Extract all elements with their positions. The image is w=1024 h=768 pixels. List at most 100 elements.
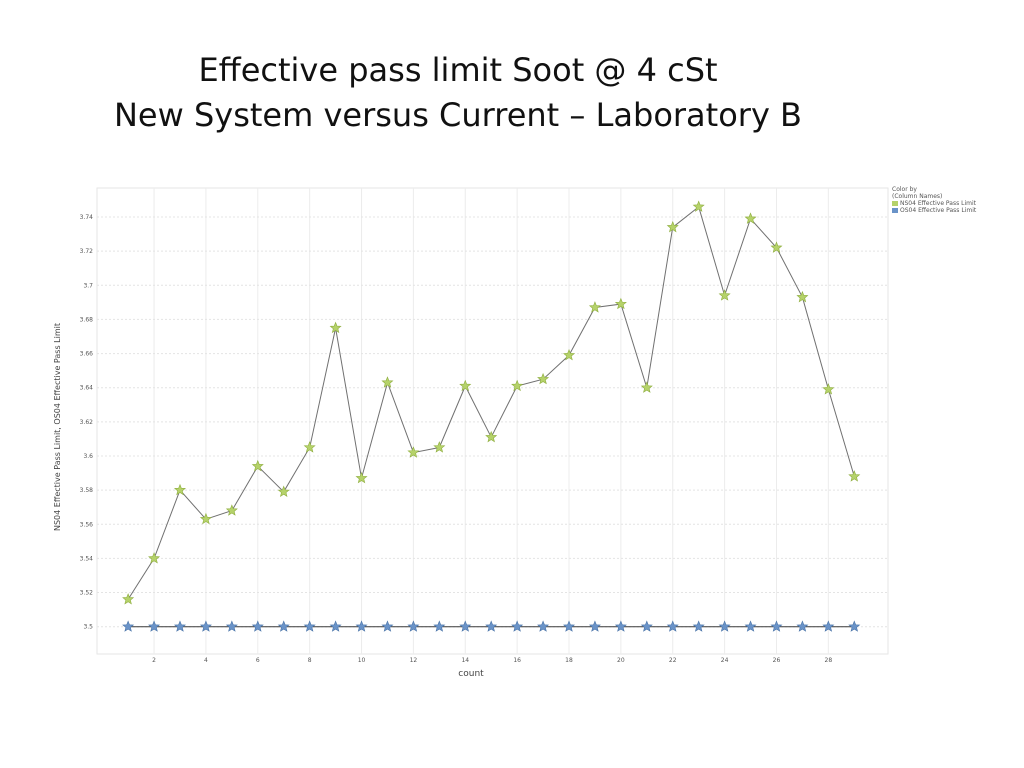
- y-tick-label: 3.52: [80, 590, 94, 597]
- data-point-os04: [122, 620, 135, 632]
- data-point-ns04: [407, 446, 420, 458]
- data-point-os04: [485, 620, 498, 632]
- chart-legend: Color by (Column Names) NS04 Effective P…: [892, 186, 976, 214]
- data-point-ns04: [666, 220, 679, 233]
- data-point-ns04: [355, 471, 368, 484]
- data-point-os04: [407, 620, 420, 632]
- data-point-os04: [537, 620, 550, 632]
- y-tick-label: 3.66: [80, 351, 94, 358]
- data-point-ns04: [173, 483, 186, 496]
- data-point-os04: [563, 620, 576, 632]
- data-point-ns04: [485, 430, 498, 443]
- slide-title-line-1: Effective pass limit Soot @ 4 cSt: [198, 51, 718, 89]
- legend-subheading: (Column Names): [892, 193, 943, 200]
- data-point-os04: [822, 620, 835, 632]
- data-point-ns04: [614, 297, 627, 310]
- data-point-ns04: [718, 289, 731, 301]
- y-tick-label: 3.68: [80, 316, 94, 323]
- data-point-ns04: [822, 383, 835, 395]
- y-tick-label: 3.64: [80, 385, 94, 392]
- x-tick-label: 28: [825, 657, 833, 664]
- data-point-ns04: [277, 485, 290, 497]
- data-point-os04: [459, 620, 472, 632]
- legend-item-os04[interactable]: OS04 Effective Pass Limit: [892, 207, 976, 214]
- data-point-os04: [148, 620, 161, 632]
- data-point-ns04: [537, 372, 550, 385]
- data-point-os04: [303, 620, 316, 632]
- legend-item-ns04[interactable]: NS04 Effective Pass Limit: [892, 200, 976, 207]
- legend-swatch-os04: [892, 208, 898, 213]
- y-tick-label: 3.54: [80, 555, 94, 562]
- legend-swatch-ns04: [892, 201, 898, 206]
- y-tick-label: 3.6: [83, 453, 93, 460]
- x-tick-label: 24: [721, 657, 729, 664]
- y-axis-label: NS04 Effective Pass Limit, OS04 Effectiv…: [53, 323, 62, 531]
- legend-label-os04: OS04 Effective Pass Limit: [900, 207, 977, 214]
- x-tick-label: 14: [461, 657, 469, 664]
- y-tick-labels: 3.5 3.52 3.54 3.56 3.58 3.6 3.62 3.64 3.66 3.68 3.…: [80, 214, 94, 631]
- data-point-os04: [199, 620, 212, 632]
- x-tick-label: 26: [773, 657, 781, 664]
- x-tick-label: 22: [669, 657, 677, 664]
- data-point-os04: [329, 620, 342, 632]
- y-tick-label: 3.58: [80, 487, 94, 494]
- data-point-os04: [277, 620, 290, 632]
- data-point-os04: [614, 620, 627, 632]
- data-point-os04: [692, 620, 705, 632]
- x-tick-label: 4: [204, 657, 208, 664]
- data-point-ns04: [225, 504, 238, 516]
- data-point-ns04: [122, 593, 135, 605]
- data-point-os04: [433, 620, 446, 632]
- y-tick-label: 3.72: [80, 248, 94, 255]
- data-point-ns04: [251, 459, 264, 472]
- data-point-os04: [640, 620, 653, 632]
- data-point-ns04: [796, 290, 809, 303]
- x-tick-label: 10: [358, 657, 366, 664]
- data-point-ns04: [588, 301, 601, 313]
- data-point-ns04: [303, 441, 316, 453]
- x-tick-label: 12: [410, 657, 418, 664]
- data-point-ns04: [433, 441, 446, 453]
- data-point-os04: [796, 620, 809, 632]
- x-tick-labels: 2 4 6 8 10 12 14 16 18 20 22 24 26 28: [152, 657, 832, 664]
- data-point-ns04: [459, 379, 472, 392]
- data-point-os04: [744, 620, 757, 632]
- y-tick-label: 3.74: [80, 214, 94, 221]
- data-point-ns04: [511, 379, 524, 392]
- x-axis-label: count: [458, 669, 484, 679]
- data-point-ns04: [381, 376, 394, 388]
- y-tick-label: 3.7: [83, 282, 93, 289]
- data-point-os04: [718, 620, 731, 632]
- grid-lines: [97, 188, 888, 654]
- data-point-os04: [511, 620, 524, 632]
- x-tick-label: 2: [152, 657, 156, 664]
- data-point-ns04: [199, 512, 212, 525]
- x-tick-label: 20: [617, 657, 625, 664]
- data-point-os04: [251, 620, 264, 632]
- data-point-os04: [225, 620, 238, 632]
- y-tick-label: 3.62: [80, 419, 94, 426]
- data-point-ns04: [563, 348, 576, 361]
- data-point-ns04: [692, 200, 705, 212]
- data-point-os04: [173, 620, 186, 632]
- data-point-ns04: [329, 321, 342, 334]
- slide-title-line-2: New System versus Current – Laboratory B: [113, 96, 802, 134]
- data-point-os04: [381, 620, 394, 632]
- slide-title: Effective pass limit Soot @ 4 cSt New Sy…: [0, 48, 916, 138]
- y-tick-label: 3.5: [83, 624, 93, 631]
- data-point-ns04: [848, 470, 861, 482]
- data-point-ns04: [744, 212, 757, 224]
- x-tick-label: 16: [513, 657, 521, 664]
- x-tick-label: 8: [308, 657, 312, 664]
- data-point-os04: [770, 620, 783, 632]
- data-point-os04: [588, 620, 601, 632]
- data-point-os04: [848, 620, 861, 632]
- plot-area: [96, 187, 889, 655]
- legend-label-ns04: NS04 Effective Pass Limit: [900, 200, 976, 207]
- legend-heading: Color by: [892, 186, 917, 193]
- y-tick-label: 3.56: [80, 521, 94, 528]
- x-tick-label: 6: [256, 657, 260, 664]
- data-point-ns04: [148, 552, 161, 564]
- x-tick-label: 18: [565, 657, 573, 664]
